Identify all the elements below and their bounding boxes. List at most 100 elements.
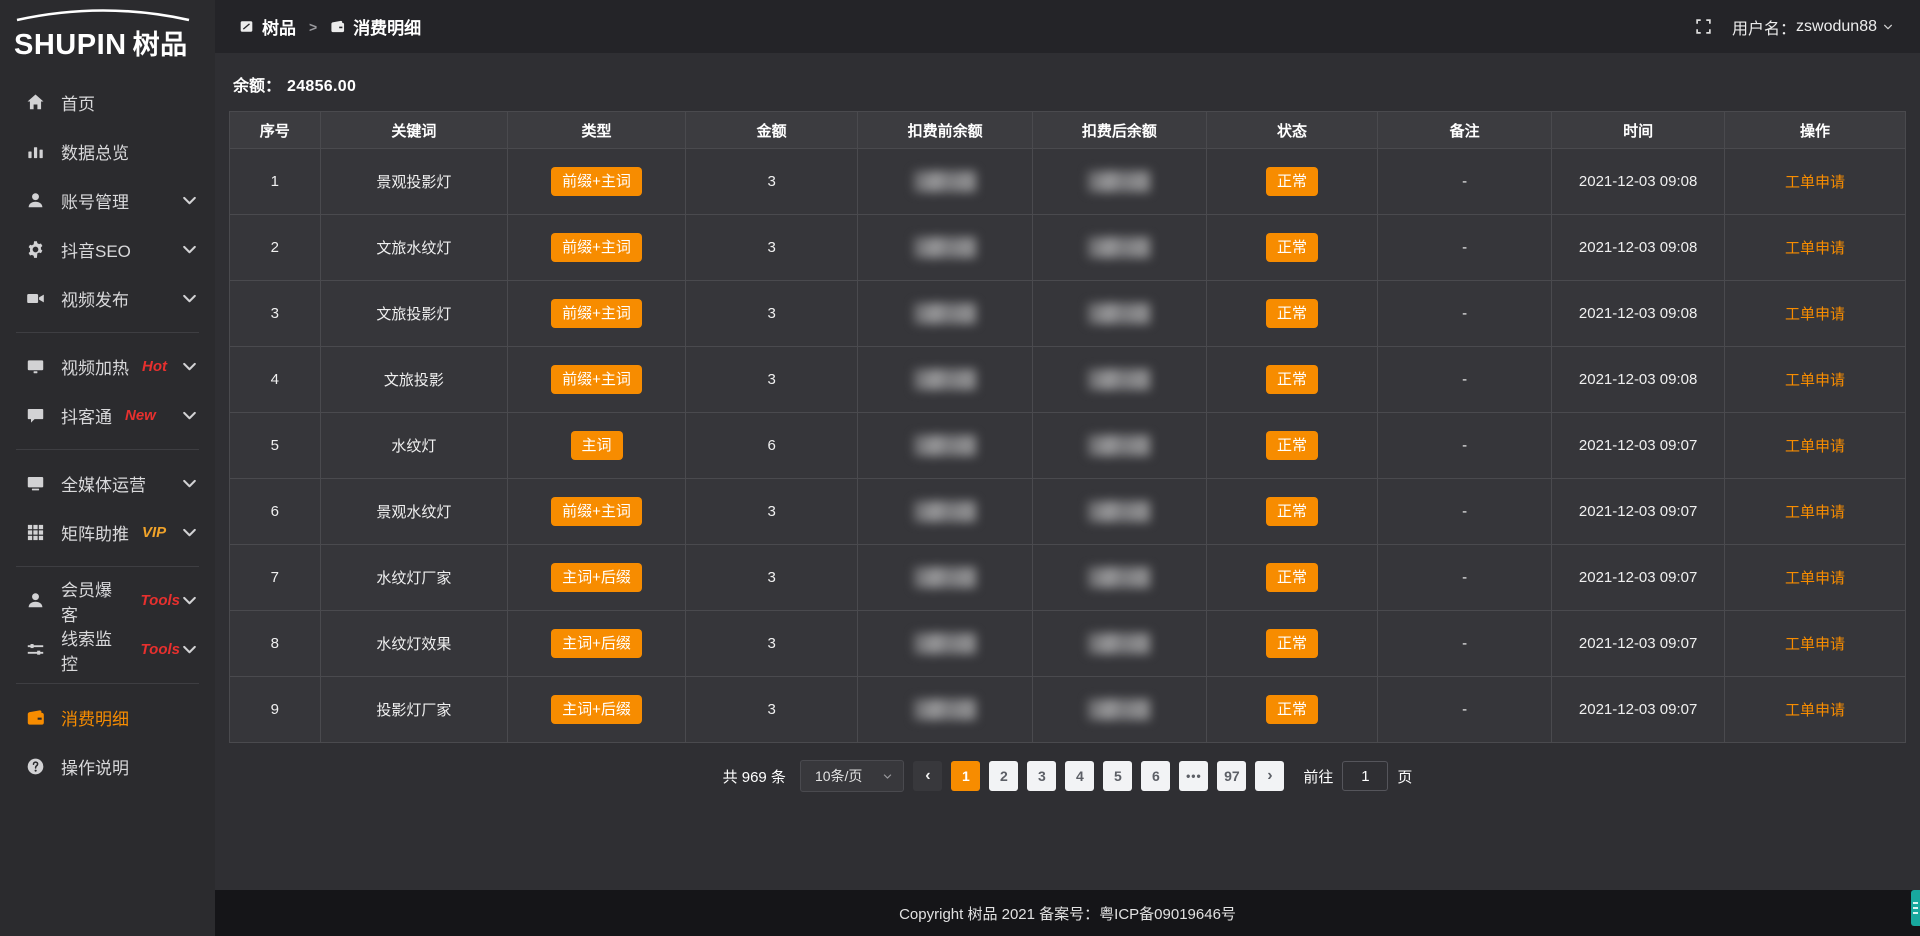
sidebar-item-label: 视频发布 <box>61 291 129 310</box>
sidebar-item-media-operation[interactable]: 全媒体运营 <box>0 459 215 508</box>
status-badge: 正常 <box>1266 431 1319 460</box>
chevron-down-icon <box>180 523 199 542</box>
gear-icon <box>26 240 45 259</box>
page-6-button[interactable]: 6 <box>1141 761 1171 791</box>
amount-cell: 3 <box>684 544 859 611</box>
page-1-button[interactable]: 1 <box>951 761 981 791</box>
ticket-request-link[interactable]: 工单申请 <box>1784 372 1845 389</box>
post-balance-cell <box>1031 412 1208 479</box>
table-header-row: 序号 关键词 类型 金额 扣费前余额 扣费后余额 状态 备注 时间 操作 <box>229 111 1907 149</box>
type-badge: 前缀+主词 <box>551 167 642 196</box>
type-cell: 前缀+主词 <box>507 148 686 215</box>
sidebar-item-douyin-seo[interactable]: 抖音SEO <box>0 225 215 274</box>
goto-suffix: 页 <box>1397 768 1413 786</box>
page-97-button[interactable]: 97 <box>1217 761 1247 791</box>
status-badge: 正常 <box>1266 629 1319 658</box>
sidebar-item-consumption-detail[interactable]: 消费明细 <box>0 693 215 742</box>
row-index: 9 <box>229 676 321 743</box>
keyword-cell: 文旅投影 <box>319 346 509 413</box>
table-row: 3 文旅投影灯 前缀+主词 3 正常 -2021-12-03 09:08 工单申请 <box>229 280 1907 347</box>
sidebar-item-account-management[interactable]: 账号管理 <box>0 176 215 225</box>
goto-page-input[interactable] <box>1342 761 1389 791</box>
sidebar-item-label: 操作说明 <box>61 759 129 778</box>
page-5-button[interactable]: 5 <box>1103 761 1133 791</box>
ticket-request-link[interactable]: 工单申请 <box>1784 438 1845 455</box>
next-page-button[interactable]: › <box>1255 761 1285 791</box>
sidebar-item-tag: VIP <box>142 524 167 541</box>
balance-value: 24856.00 <box>287 78 357 95</box>
sidebar-item-label: 抖音SEO <box>61 242 131 261</box>
breadcrumb-item-consumption[interactable]: 消费明细 <box>353 19 422 38</box>
sidebar-item-label: 消费明细 <box>61 710 129 729</box>
ticket-request-link[interactable]: 工单申请 <box>1784 702 1845 719</box>
table-row: 5 水纹灯 主词 6 正常 -2021-12-03 09:07 工单申请 <box>229 412 1907 479</box>
app-logo[interactable]: SHUPIN 树品 <box>0 0 215 64</box>
row-index: 6 <box>229 478 321 545</box>
more-pages-button[interactable]: ••• <box>1179 761 1209 791</box>
column-header: 序号 <box>229 111 321 149</box>
fullscreen-icon[interactable] <box>1695 18 1712 35</box>
prev-page-button[interactable]: ‹ <box>913 761 943 791</box>
user-menu[interactable]: 用户名： zswodun88 <box>1732 15 1894 39</box>
type-badge: 前缀+主词 <box>551 233 642 262</box>
sidebar-item-matrix-boost[interactable]: 矩阵助推 VIP <box>0 508 215 557</box>
table-row: 1 景观投影灯 前缀+主词 3 正常 -2021-12-03 09:08 工单申请 <box>229 148 1907 215</box>
breadcrumb-item-brand[interactable]: 树品 <box>262 19 296 38</box>
ticket-request-link[interactable]: 工单申请 <box>1784 306 1845 323</box>
grid-icon <box>26 523 45 542</box>
type-badge: 主词+后缀 <box>551 563 642 592</box>
column-header: 操作 <box>1723 111 1907 149</box>
table-row: 4 文旅投影 前缀+主词 3 正常 -2021-12-03 09:08 工单申请 <box>229 346 1907 413</box>
sidebar-item-data-overview[interactable]: 数据总览 <box>0 127 215 176</box>
table-row: 6 景观水纹灯 前缀+主词 3 正常 -2021-12-03 09:07 工单申请 <box>229 478 1907 545</box>
page-2-button[interactable]: 2 <box>989 761 1019 791</box>
status-badge: 正常 <box>1266 695 1319 724</box>
censored-balance <box>914 501 977 522</box>
type-badge: 前缀+主词 <box>551 299 642 328</box>
page-4-button[interactable]: 4 <box>1065 761 1095 791</box>
sidebar-item-home[interactable]: 首页 <box>0 78 215 127</box>
post-balance-cell <box>1031 148 1208 215</box>
sidebar-item-instructions[interactable]: 操作说明 <box>0 742 215 791</box>
status-badge: 正常 <box>1266 365 1319 394</box>
table-row: 9 投影灯厂家 主词+后缀 3 正常 -2021-12-03 09:07 工单申请 <box>229 676 1907 743</box>
pre-balance-cell <box>857 214 1033 281</box>
sidebar-item-video-publish[interactable]: 视频发布 <box>0 274 215 323</box>
ticket-request-link[interactable]: 工单申请 <box>1784 504 1845 521</box>
ticket-request-link[interactable]: 工单申请 <box>1784 240 1845 257</box>
ticket-request-link[interactable]: 工单申请 <box>1784 174 1845 191</box>
action-cell: 工单申请 <box>1723 148 1907 215</box>
pre-balance-cell <box>857 148 1033 215</box>
amount-cell: 3 <box>684 148 859 215</box>
ticket-request-link[interactable]: 工单申请 <box>1784 570 1845 587</box>
amount-cell: 3 <box>684 346 859 413</box>
page-3-button[interactable]: 3 <box>1027 761 1057 791</box>
sidebar-item-douketong[interactable]: 抖客通 New <box>0 391 215 440</box>
floating-widget[interactable] <box>1911 890 1920 926</box>
sidebar-item-label: 账号管理 <box>61 193 129 212</box>
status-badge: 正常 <box>1266 497 1319 526</box>
sidebar-item-member-burst[interactable]: 会员爆客 Tools <box>0 576 215 625</box>
copyright-text: Copyright 树品 2021 备案号：粤ICP备09019646号 <box>899 905 1236 923</box>
username-value: zswodun88 <box>1796 17 1877 35</box>
sidebar-menu: 首页数据总览账号管理抖音SEO 视频发布视频加热 Hot 抖客通 New 全媒体运营 矩阵助… <box>0 78 215 791</box>
keyword-cell: 水纹灯效果 <box>319 610 509 677</box>
time-cell: 2021-12-03 09:07 <box>1551 412 1725 479</box>
status-cell: 正常 <box>1206 676 1378 743</box>
row-index: 1 <box>229 148 321 215</box>
sidebar-item-clue-monitor[interactable]: 线索监控 Tools <box>0 625 215 674</box>
censored-balance <box>1088 501 1151 522</box>
pre-balance-cell <box>857 676 1033 743</box>
page-size-select[interactable]: 10条/页 <box>799 760 905 792</box>
sidebar-item-label: 首页 <box>61 95 95 114</box>
type-badge: 前缀+主词 <box>551 365 642 394</box>
type-badge: 主词 <box>570 431 623 460</box>
sidebar-item-video-heat[interactable]: 视频加热 Hot <box>0 342 215 391</box>
amount-cell: 3 <box>684 610 859 677</box>
sidebar: SHUPIN 树品 首页数据总览账号管理抖音SEO 视频发布视频加热 Hot 抖客通 Ne… <box>0 0 215 936</box>
time-cell: 2021-12-03 09:08 <box>1551 346 1725 413</box>
page-size-value: 10条/页 <box>814 768 863 784</box>
ticket-request-link[interactable]: 工单申请 <box>1784 636 1845 653</box>
type-cell: 主词+后缀 <box>507 610 686 677</box>
censored-balance <box>1088 567 1151 588</box>
